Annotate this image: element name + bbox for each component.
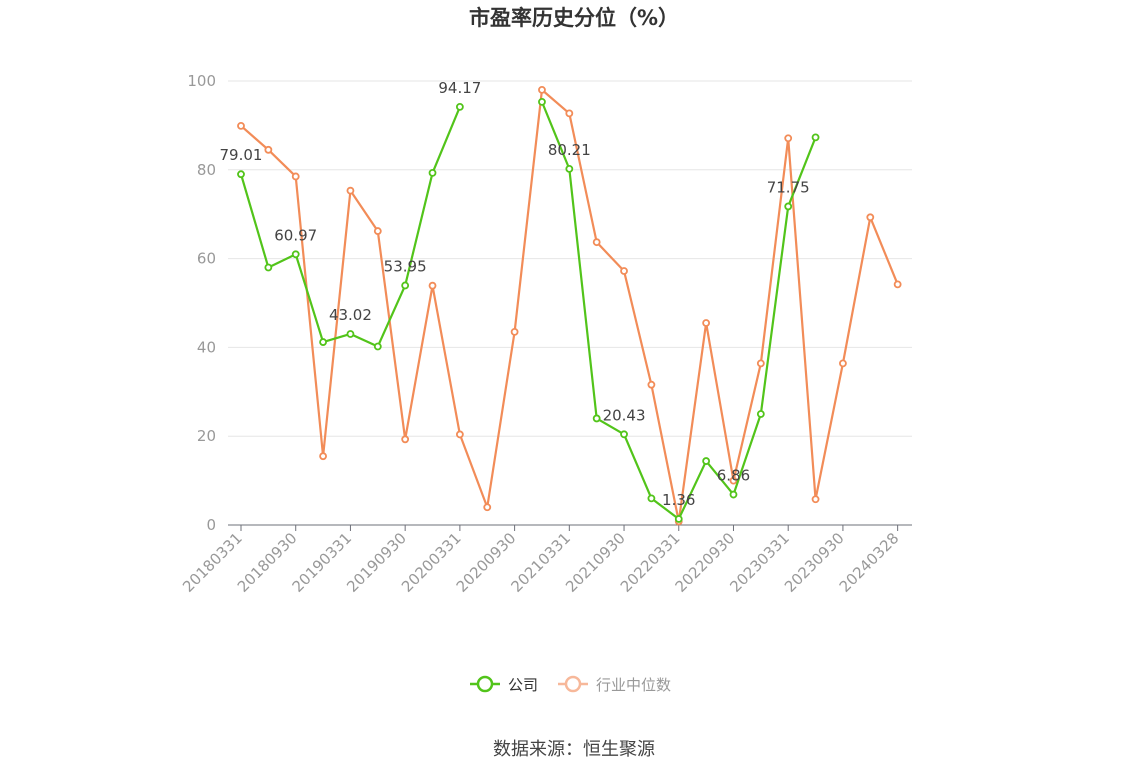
data-label: 6.86 bbox=[717, 467, 750, 485]
data-point bbox=[702, 457, 711, 465]
data-point bbox=[319, 338, 327, 346]
data-point bbox=[264, 263, 273, 272]
data-point bbox=[592, 238, 601, 247]
data-point bbox=[729, 490, 738, 499]
y-tick-label: 40 bbox=[197, 338, 216, 356]
data-point bbox=[538, 97, 546, 106]
data-point bbox=[866, 213, 875, 222]
data-point bbox=[620, 267, 628, 275]
x-tick-label: 20240328 bbox=[836, 529, 903, 596]
series-line bbox=[540, 101, 817, 521]
data-point bbox=[647, 494, 656, 503]
data-point bbox=[674, 515, 683, 523]
data-point bbox=[291, 250, 300, 259]
grid-lines bbox=[228, 80, 912, 437]
data-point bbox=[346, 186, 355, 195]
data-point bbox=[428, 281, 437, 290]
legend-label: 公司 bbox=[508, 676, 538, 694]
data-point bbox=[237, 170, 245, 179]
data-point bbox=[291, 172, 300, 181]
data-label: 94.17 bbox=[438, 79, 481, 97]
data-point bbox=[647, 380, 656, 389]
data-point bbox=[702, 319, 711, 327]
data-point bbox=[428, 169, 437, 177]
data-point bbox=[839, 359, 847, 368]
data-point bbox=[756, 410, 765, 418]
data-point bbox=[811, 133, 820, 142]
data-point bbox=[455, 102, 464, 111]
data-point bbox=[510, 327, 519, 336]
data-label: 71.75 bbox=[767, 178, 810, 196]
data-label: 20.43 bbox=[603, 406, 646, 424]
data-label: 43.02 bbox=[329, 306, 372, 324]
y-axis: 0 20 40 60 80 100 bbox=[187, 72, 216, 534]
data-point bbox=[401, 435, 410, 444]
data-point bbox=[373, 342, 382, 351]
data-point bbox=[373, 227, 382, 235]
data-point bbox=[565, 109, 574, 118]
data-point bbox=[756, 359, 765, 368]
data-point bbox=[237, 121, 245, 130]
legend-item-industry-median[interactable]: 行业中位数 bbox=[558, 675, 671, 694]
data-labels: 79.01 60.97 43.02 53.95 94.17 80.21 20.43 1.36 6… bbox=[220, 79, 810, 509]
data-point bbox=[319, 452, 327, 461]
data-point bbox=[455, 430, 464, 439]
x-axis: 2018033120180930201903312019093020200331… bbox=[179, 524, 912, 596]
source-note: 数据来源：恒生聚源 bbox=[493, 739, 655, 760]
data-point bbox=[784, 134, 793, 143]
y-tick-label: 60 bbox=[197, 250, 216, 268]
legend-marker bbox=[564, 675, 582, 693]
y-tick-label: 100 bbox=[187, 72, 216, 90]
data-point bbox=[538, 85, 546, 94]
data-label: 80.21 bbox=[548, 141, 591, 159]
y-tick-label: 80 bbox=[197, 161, 216, 179]
legend-label: 行业中位数 bbox=[596, 676, 671, 694]
data-point bbox=[264, 145, 273, 154]
series-industry-median bbox=[237, 85, 902, 526]
data-point bbox=[893, 280, 902, 289]
legend-item-company[interactable]: 公司 bbox=[470, 675, 538, 694]
legend[interactable]: 公司 行业中位数 bbox=[470, 675, 671, 694]
data-point bbox=[346, 330, 355, 338]
data-label: 53.95 bbox=[384, 257, 427, 275]
data-point bbox=[401, 281, 410, 290]
y-tick-label: 20 bbox=[197, 427, 216, 445]
y-tick-label: 0 bbox=[206, 516, 216, 534]
data-point bbox=[620, 430, 628, 439]
data-point bbox=[811, 495, 820, 504]
data-point bbox=[592, 414, 601, 423]
series-layer bbox=[237, 85, 902, 526]
legend-marker bbox=[476, 675, 494, 693]
data-point bbox=[729, 476, 738, 485]
data-label: 60.97 bbox=[274, 226, 317, 244]
data-label: 1.36 bbox=[662, 491, 695, 509]
data-point bbox=[565, 164, 574, 173]
series-company bbox=[237, 97, 820, 523]
data-point bbox=[483, 503, 492, 512]
data-point bbox=[784, 202, 793, 211]
chart-title: 市盈率历史分位（%） bbox=[469, 6, 679, 30]
data-label: 79.01 bbox=[220, 146, 263, 164]
